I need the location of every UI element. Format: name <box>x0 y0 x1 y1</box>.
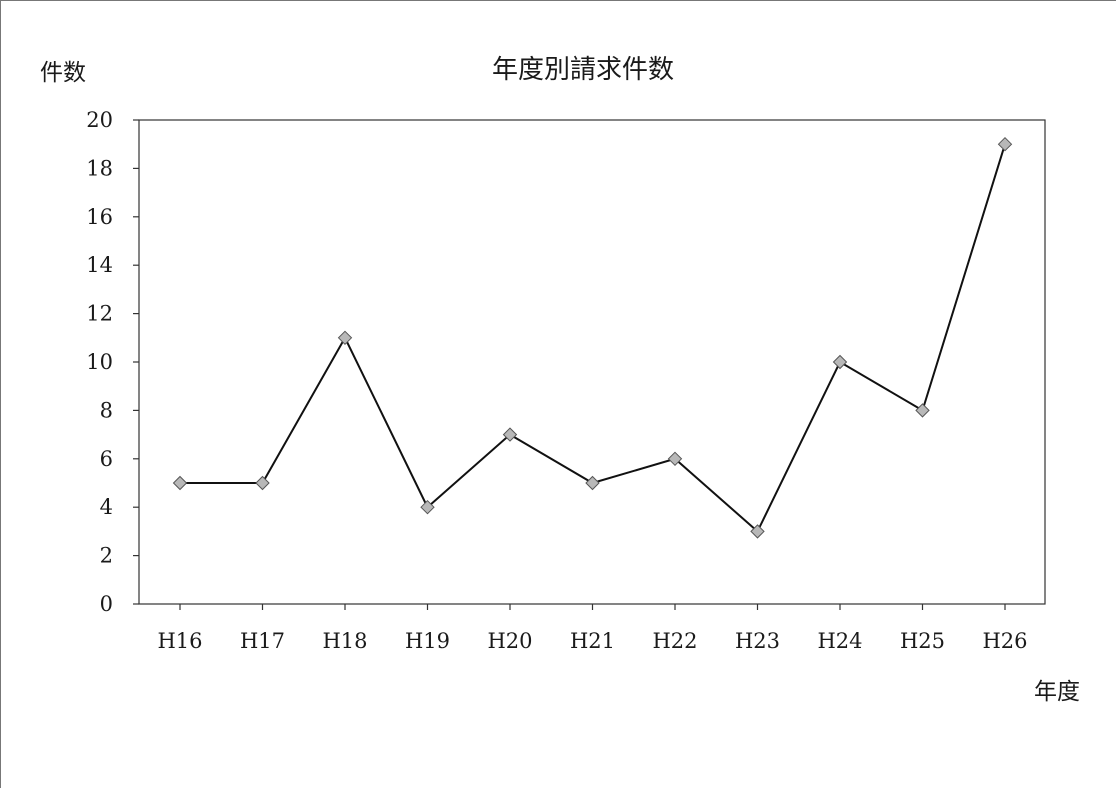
series-line <box>180 143 1006 534</box>
data-point-marker <box>585 475 600 491</box>
x-tick-label: H19 <box>405 629 450 653</box>
y-tick-label: 10 <box>86 350 113 374</box>
plot-area <box>138 119 1046 605</box>
data-point-marker <box>255 475 270 491</box>
y-tick-label: 4 <box>100 495 113 519</box>
data-point-marker <box>915 403 930 418</box>
y-tick-label: 20 <box>86 108 113 132</box>
x-tick-label: H25 <box>900 629 945 653</box>
y-tick-label: 6 <box>100 447 113 471</box>
data-point-marker <box>337 330 353 346</box>
x-tick-label: H26 <box>982 629 1027 653</box>
y-axis-label: 件数 <box>40 60 86 86</box>
data-point-marker <box>420 499 435 515</box>
x-tick-label: H16 <box>157 629 202 653</box>
x-tick-label: H21 <box>570 629 615 653</box>
data-point-marker <box>997 136 1013 152</box>
data-point-marker <box>502 427 518 442</box>
x-tick-label: H23 <box>735 629 780 653</box>
y-tick-label: 18 <box>86 156 113 180</box>
series-group <box>172 136 1013 539</box>
y-axis: 0 2 4 6 8 10 12 14 16 18 20 <box>86 108 139 616</box>
x-tick-label: H20 <box>487 629 532 653</box>
x-tick-label: H17 <box>240 629 285 653</box>
data-point-marker <box>750 524 765 539</box>
x-axis-label: 年度 <box>1034 679 1080 705</box>
y-tick-label: 12 <box>86 302 113 326</box>
y-tick-label: 8 <box>100 398 113 422</box>
x-tick-label: H22 <box>652 629 697 653</box>
y-tick-label: 16 <box>86 205 113 229</box>
data-point-marker <box>667 451 683 467</box>
x-axis: H16 H17 H18 H19 H20 H21 H22 H23 H24 H25 H26 <box>157 604 1028 653</box>
x-tick-label: H24 <box>817 629 862 653</box>
x-tick-label: H18 <box>322 629 367 653</box>
y-tick-label: 2 <box>100 544 113 568</box>
y-tick-label: 0 <box>100 592 113 616</box>
data-point-marker <box>172 475 188 491</box>
chart-title: 年度別請求件数 <box>492 55 674 85</box>
y-tick-label: 14 <box>86 253 113 277</box>
data-point-marker <box>832 354 848 370</box>
